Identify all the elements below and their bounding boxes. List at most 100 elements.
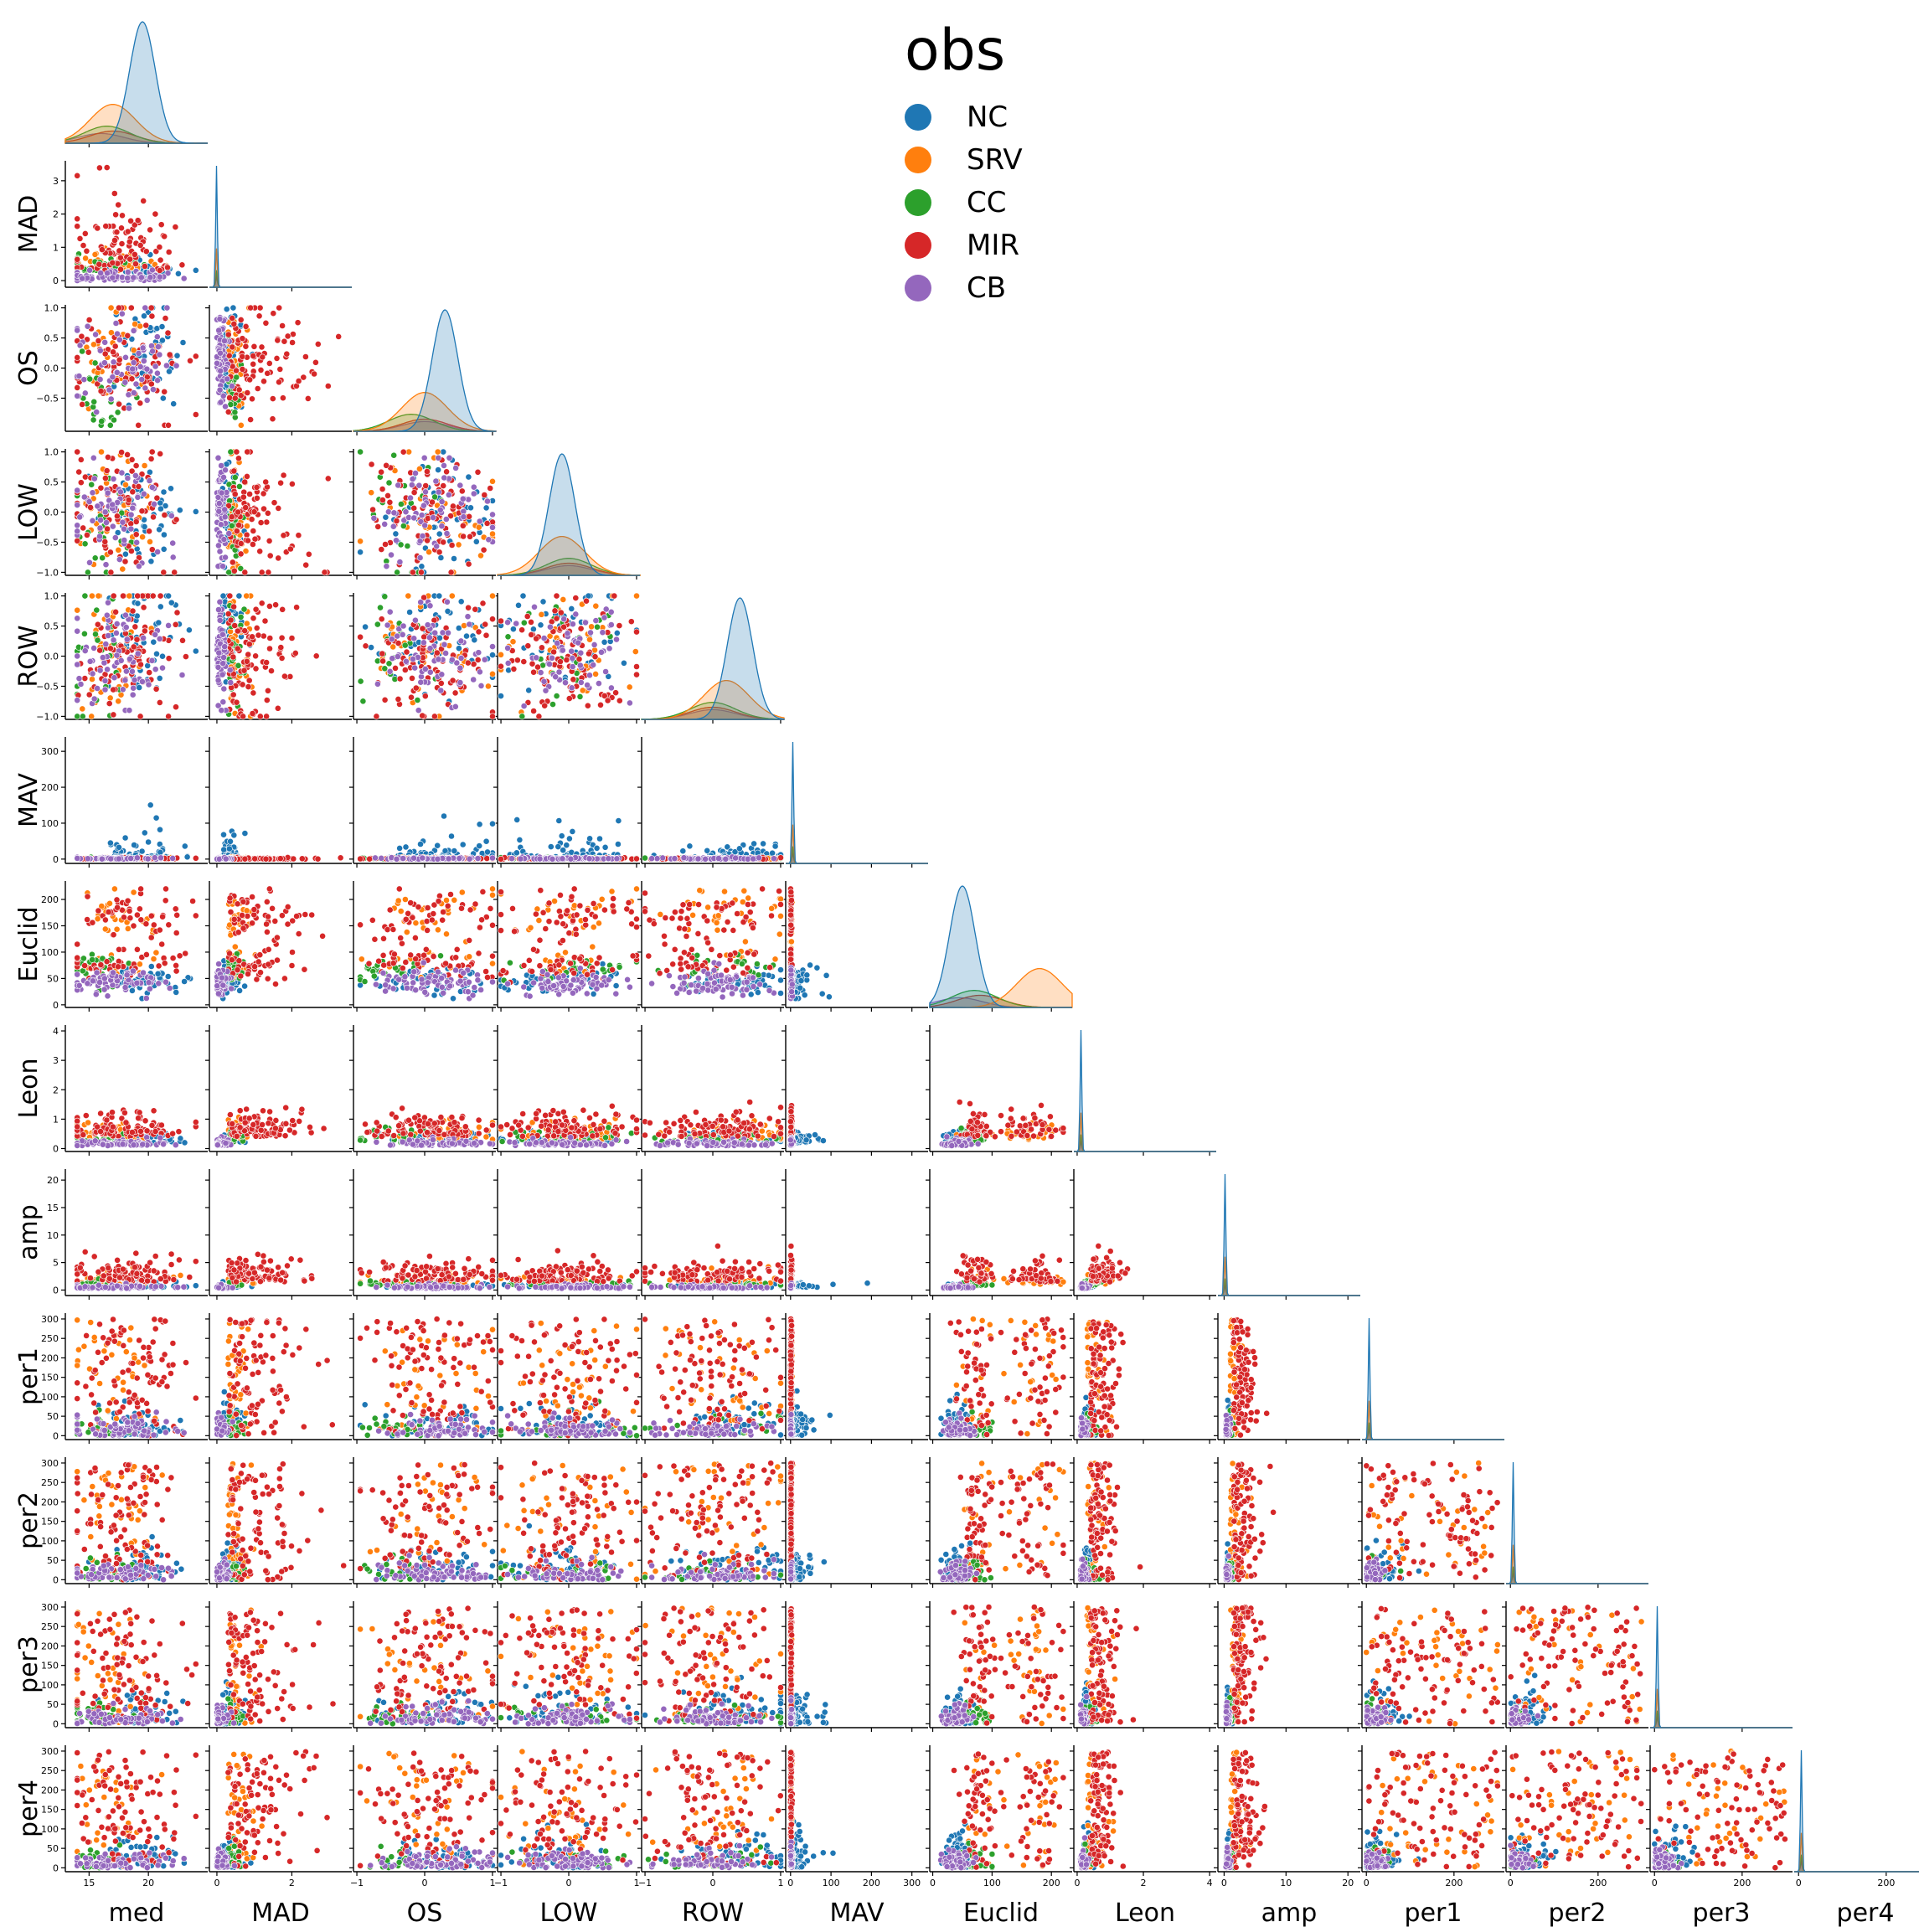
- point-MIR: [98, 389, 104, 394]
- ytick-label-per4-1: 50: [47, 1843, 59, 1854]
- point-MIR: [137, 242, 143, 248]
- point-MIR: [238, 551, 244, 557]
- point-NC: [168, 600, 174, 605]
- point-SRV: [358, 538, 364, 544]
- point-NC: [458, 599, 464, 605]
- point-MIR: [77, 235, 83, 241]
- point-NC: [157, 827, 162, 832]
- point-SRV: [456, 542, 462, 548]
- point-MIR: [392, 665, 398, 671]
- point-CB: [388, 552, 394, 558]
- point-MIR: [336, 333, 342, 339]
- point-CC: [226, 569, 232, 575]
- point-CB: [439, 499, 445, 505]
- point-MIR: [250, 616, 256, 621]
- point-MIR: [164, 265, 170, 270]
- xtick-label-amp-1: 10: [1280, 1878, 1292, 1888]
- point-CB: [426, 635, 432, 641]
- point-SRV: [489, 478, 495, 484]
- point-CB: [222, 467, 228, 473]
- point-CB: [104, 270, 110, 276]
- point-CB: [585, 682, 591, 688]
- point-MIR: [558, 610, 564, 616]
- point-MIR: [266, 603, 272, 609]
- point-MIR: [111, 687, 116, 693]
- point-NC: [142, 523, 147, 529]
- point-CB: [570, 664, 575, 670]
- point-MIR: [235, 628, 240, 634]
- point-MIR: [240, 682, 245, 688]
- point-CC: [549, 702, 555, 708]
- point-MIR: [489, 714, 495, 719]
- point-CB: [215, 543, 221, 549]
- point-MIR: [279, 655, 285, 661]
- point-MIR: [111, 237, 117, 243]
- point-NC: [166, 593, 172, 599]
- point-MIR: [230, 559, 235, 565]
- point-NC: [460, 842, 466, 848]
- scatter-ROW-vs-MAD: [214, 593, 320, 719]
- point-CB: [382, 521, 388, 527]
- xtick-label-LOW-1: 0: [566, 1878, 572, 1888]
- ytick-label-Euclid-0: 0: [53, 1000, 59, 1011]
- point-MIR: [165, 330, 171, 336]
- point-MIR: [230, 315, 235, 321]
- point-CB: [218, 399, 224, 405]
- point-MIR: [370, 507, 376, 513]
- point-MIR: [476, 629, 482, 635]
- point-CB: [119, 311, 125, 317]
- ytick-label-Euclid-1: 50: [47, 973, 59, 984]
- point-MIR: [434, 650, 440, 656]
- xtick-label-per1-0: 0: [1364, 1878, 1370, 1888]
- point-CB: [122, 677, 128, 683]
- point-MIR: [597, 702, 603, 708]
- point-MIR: [106, 701, 112, 707]
- point-MIR: [78, 480, 84, 486]
- point-CB: [217, 599, 223, 605]
- point-CB: [139, 678, 145, 684]
- point-CB: [94, 410, 100, 415]
- point-CB: [111, 637, 116, 643]
- point-MIR: [110, 260, 116, 265]
- point-CB: [220, 661, 226, 667]
- point-CC: [382, 594, 388, 600]
- point-CB: [420, 640, 426, 646]
- point-CB: [125, 475, 131, 481]
- point-MIR: [157, 593, 163, 599]
- point-CB: [91, 476, 97, 482]
- point-MIR: [384, 492, 390, 498]
- ytick-label-Leon-4: 4: [53, 1026, 59, 1037]
- point-CB: [90, 455, 96, 461]
- point-MIR: [256, 313, 262, 319]
- point-MIR: [173, 621, 178, 627]
- point-NC: [477, 822, 482, 827]
- point-MIR: [633, 629, 639, 635]
- point-MIR: [379, 651, 385, 657]
- point-NC: [151, 639, 157, 645]
- ytick-label-LOW-4: 1.0: [44, 447, 59, 458]
- point-SRV: [405, 593, 411, 599]
- point-CC: [519, 714, 525, 719]
- panel-Euclid-vs-Euclid: [930, 1007, 1072, 1012]
- point-CB: [578, 679, 584, 685]
- point-CB: [453, 465, 459, 471]
- point-NC: [157, 506, 163, 512]
- point-CC: [234, 374, 240, 380]
- ytick-label-MAD-1: 1: [53, 242, 59, 253]
- point-CB: [114, 652, 120, 658]
- point-CB: [395, 653, 400, 659]
- point-CB: [443, 650, 449, 656]
- point-MIR: [564, 657, 570, 662]
- point-NC: [436, 467, 441, 473]
- point-MIR: [525, 643, 531, 649]
- point-NC: [526, 688, 532, 693]
- point-MIR: [465, 660, 471, 666]
- point-MIR: [448, 569, 454, 575]
- point-MIR: [84, 248, 90, 254]
- point-CB: [217, 316, 223, 322]
- point-CB: [152, 631, 158, 637]
- point-MIR: [265, 688, 271, 693]
- point-CB: [102, 677, 108, 683]
- point-CC: [85, 569, 90, 575]
- point-MIR: [379, 616, 384, 622]
